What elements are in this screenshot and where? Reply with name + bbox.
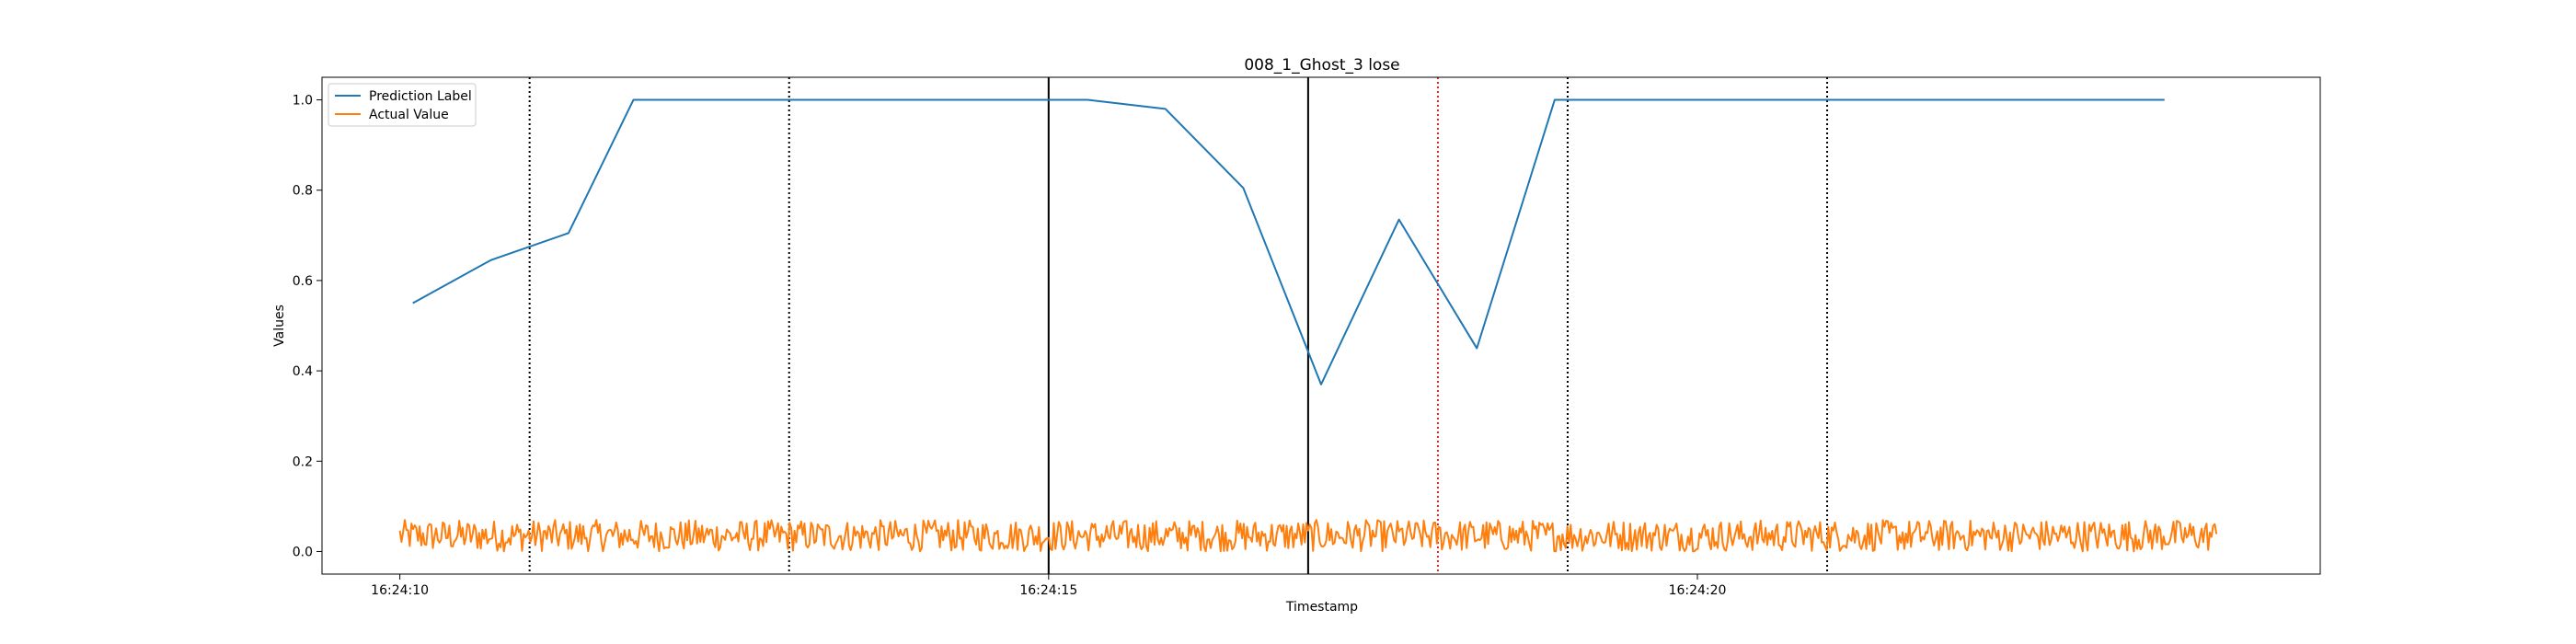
y-tick-label: 0.6 bbox=[293, 274, 313, 289]
actual-value-series bbox=[398, 519, 2218, 553]
y-tick-label: 0.8 bbox=[293, 184, 313, 199]
y-axis: 0.0 0.2 0.4 0.6 0.8 1.0 bbox=[293, 94, 322, 559]
plot-area-frame bbox=[321, 76, 2321, 575]
x-axis: 16:24:10 16:24:15 16:24:20 bbox=[371, 574, 1726, 598]
prediction-label-series bbox=[412, 98, 2165, 385]
prediction-label-line bbox=[412, 98, 2165, 385]
y-tick-label: 0.2 bbox=[293, 454, 313, 469]
x-tick-label: 16:24:15 bbox=[1019, 583, 1077, 598]
y-tick-label: 0.0 bbox=[293, 545, 313, 559]
legend-label-prediction-label: Prediction Label bbox=[369, 89, 472, 104]
legend: Prediction Label Actual Value bbox=[328, 83, 477, 127]
vertical-lines bbox=[528, 77, 1829, 574]
chart-title: 008_1_Ghost_3 lose bbox=[1244, 56, 1399, 75]
y-axis-label: Values bbox=[272, 305, 287, 347]
x-tick-label: 16:24:20 bbox=[1669, 583, 1727, 598]
legend-box bbox=[328, 83, 477, 127]
y-tick-label: 1.0 bbox=[293, 94, 313, 109]
actual-value-line bbox=[398, 519, 2218, 553]
x-axis-label: Timestamp bbox=[1285, 600, 1358, 615]
legend-label-actual-value: Actual Value bbox=[369, 108, 449, 122]
y-tick-label: 0.4 bbox=[293, 364, 313, 379]
x-tick-label: 16:24:10 bbox=[371, 583, 429, 598]
